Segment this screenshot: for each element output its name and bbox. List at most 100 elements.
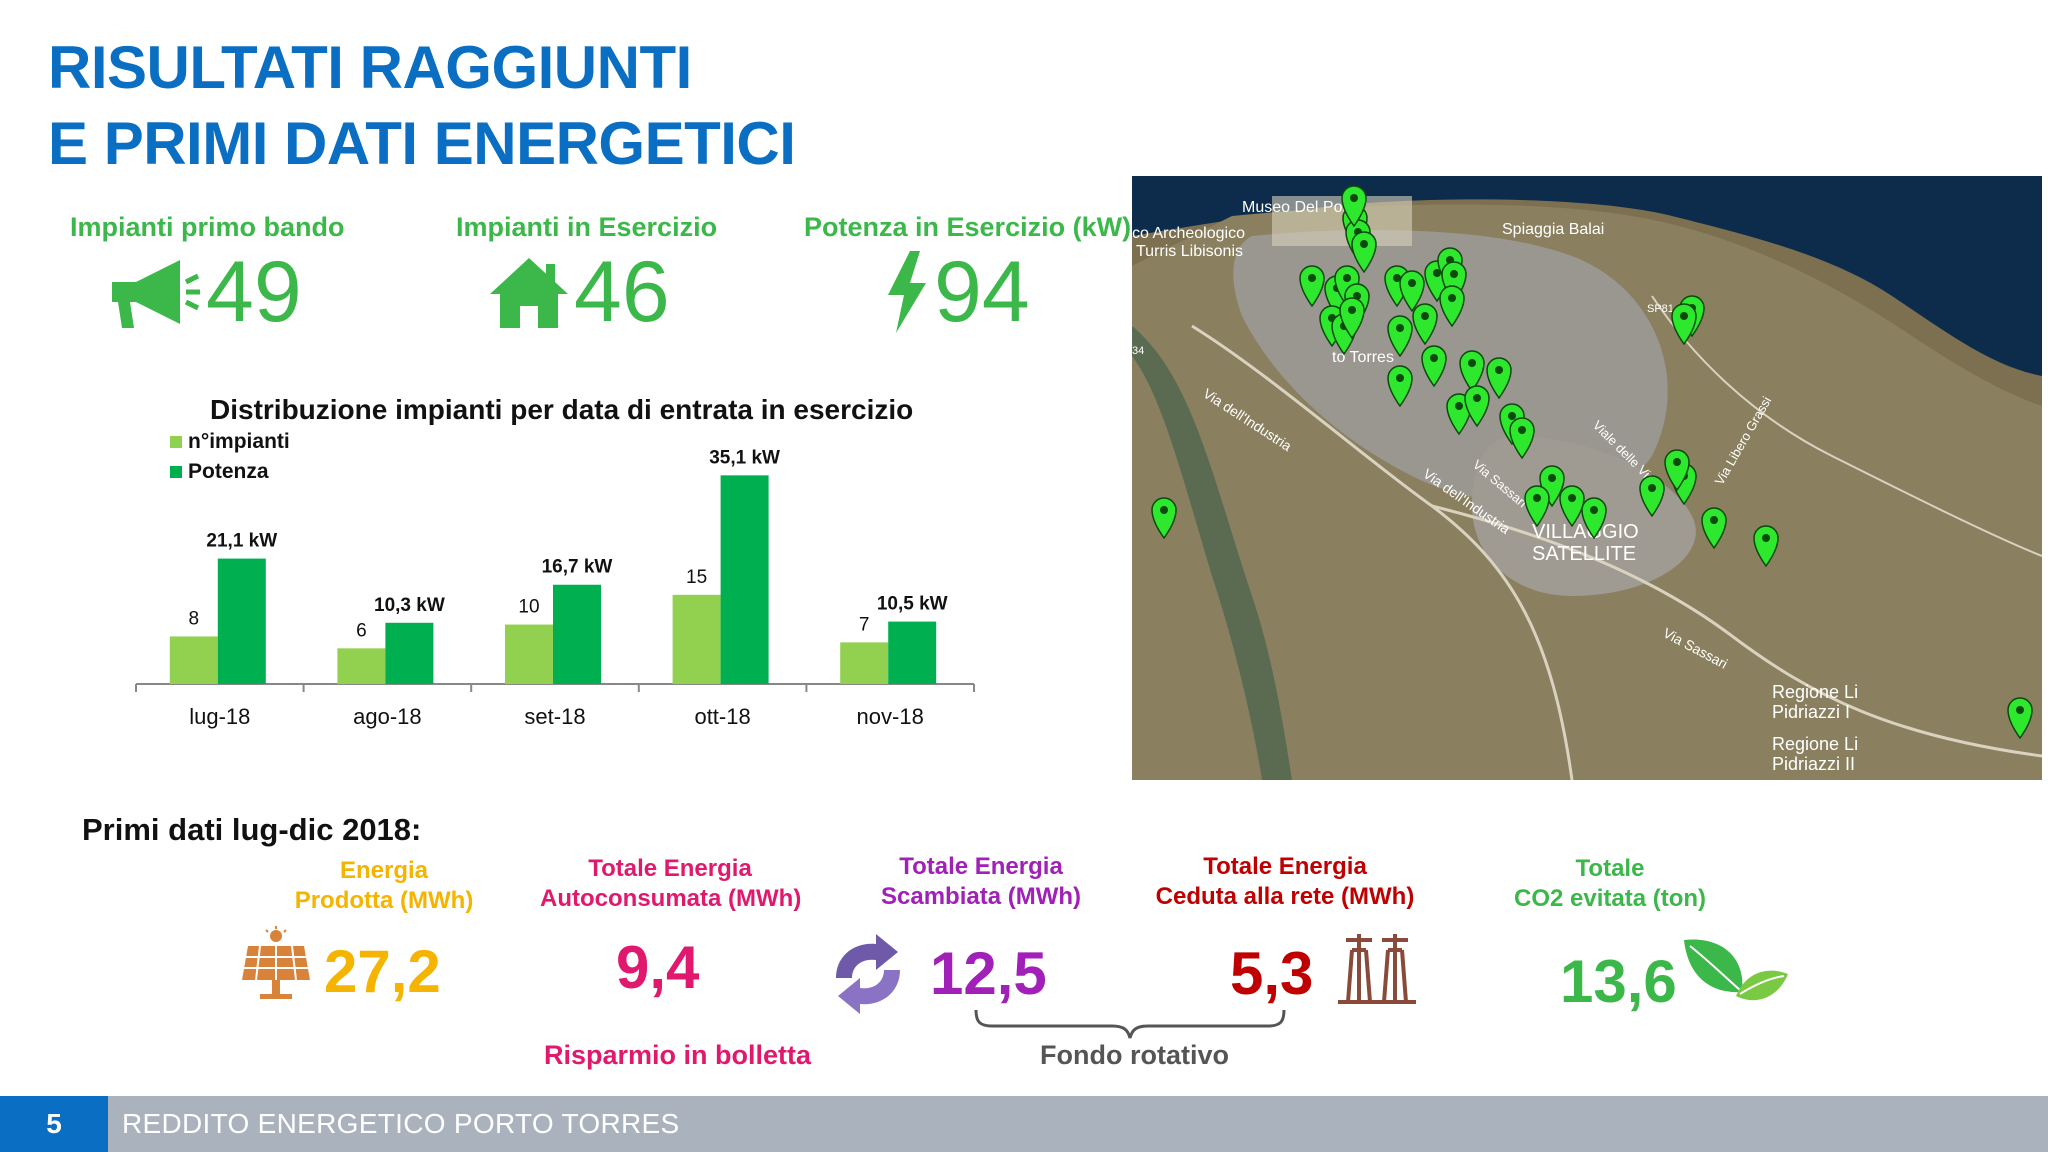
metric-value-autoconsumata: 9,4 bbox=[616, 934, 700, 1001]
metric-label-line1: Totale Energia bbox=[588, 855, 752, 882]
metric-label-scambiata: Totale Energia Scambiata (MWh) bbox=[866, 852, 1096, 912]
metric-label-energia-prodotta: Energia Prodotta (MWh) bbox=[274, 856, 494, 916]
map-pin-icon bbox=[1387, 365, 1413, 408]
map-pin-icon bbox=[1664, 449, 1690, 492]
bar-potenza bbox=[888, 621, 937, 684]
map-pin-dot bbox=[1433, 269, 1441, 277]
x-tick-label: set-18 bbox=[524, 704, 585, 729]
kpi-label: Impianti in Esercizio bbox=[456, 212, 718, 242]
x-tick-label: ott-18 bbox=[694, 704, 750, 729]
x-tick-label: ago-18 bbox=[353, 704, 422, 729]
fondo-bracket bbox=[974, 1009, 1286, 1039]
legend-label: Potenza bbox=[188, 460, 269, 483]
map-pin-icon bbox=[1701, 507, 1727, 550]
chart-title: Distribuzione impianti per data di entra… bbox=[210, 394, 914, 425]
map-pin-icon bbox=[1753, 525, 1779, 568]
map-pin-icon bbox=[1524, 485, 1550, 528]
section-title: Primi dati lug-dic 2018: bbox=[82, 812, 422, 847]
bar-potenza bbox=[720, 475, 769, 684]
exchange-arrows-icon bbox=[836, 934, 900, 1014]
map-pin-dot bbox=[1430, 354, 1438, 362]
data-label: 21,1 kW bbox=[206, 531, 277, 552]
bar-impianti bbox=[840, 642, 889, 684]
svg-text:VILLAGGIO: VILLAGGIO bbox=[1532, 521, 1639, 543]
bar-potenza bbox=[217, 558, 266, 684]
map-pin-icon bbox=[1464, 385, 1490, 428]
metric-label-line2: CO2 evitata (ton) bbox=[1513, 885, 1707, 912]
map-pin-dot bbox=[1548, 474, 1556, 482]
map-pin-dot bbox=[1495, 366, 1503, 374]
map-pin-dot bbox=[1680, 312, 1688, 320]
legend-label: n°impianti bbox=[188, 430, 290, 453]
metric-label-line2: Prodotta (MWh) bbox=[294, 887, 474, 914]
map-image: Museo Del Porto co Archeologico Turris L… bbox=[1132, 176, 2042, 780]
svg-text:to Torres: to Torres bbox=[1332, 349, 1394, 366]
map-pin-icon bbox=[1421, 345, 1447, 388]
map-pin-dot bbox=[1421, 312, 1429, 320]
legend-item-impianti: n°impianti bbox=[170, 430, 290, 454]
map-pins bbox=[1151, 185, 2033, 740]
legend-swatch bbox=[170, 466, 182, 478]
map-pin-icon bbox=[1387, 315, 1413, 358]
svg-text:Spiaggia Balai: Spiaggia Balai bbox=[1502, 221, 1604, 238]
map-pin-icon bbox=[1351, 231, 1377, 274]
map-pin-dot bbox=[1518, 426, 1526, 434]
map-pin-icon bbox=[1509, 417, 1535, 460]
map-pin-icon bbox=[1459, 350, 1485, 393]
solar-panel-icon bbox=[242, 926, 310, 999]
page-number: 5 bbox=[0, 1096, 108, 1152]
map-pin-icon bbox=[1299, 265, 1325, 308]
data-label: 6 bbox=[356, 620, 367, 641]
lightning-icon bbox=[888, 251, 926, 333]
metric-value-scambiata: 12,5 bbox=[930, 940, 1047, 1007]
map-pin-icon bbox=[1486, 357, 1512, 400]
map-pin-icon bbox=[1412, 303, 1438, 346]
map-pin-dot bbox=[1343, 274, 1351, 282]
map-pin-icon bbox=[1339, 297, 1365, 340]
metric-value-ceduta: 5,3 bbox=[1230, 940, 1314, 1007]
map-pin-icon bbox=[1439, 285, 1465, 328]
kpi-impianti-primo-bando: Impianti primo bando 49 bbox=[70, 212, 370, 337]
map-pin-dot bbox=[1673, 458, 1681, 466]
data-label: 7 bbox=[859, 614, 870, 635]
svg-text:Museo Del Porto: Museo Del Porto bbox=[1242, 199, 1361, 216]
map-pin-dot bbox=[1508, 412, 1516, 420]
data-label: 10 bbox=[518, 597, 539, 618]
map-pin-dot bbox=[1308, 274, 1316, 282]
map-pin-dot bbox=[2016, 706, 2024, 714]
data-label: 10,3 kW bbox=[374, 595, 445, 616]
svg-text:SP81: SP81 bbox=[1647, 303, 1674, 315]
power-pylon-icon bbox=[1338, 934, 1416, 1004]
svg-text:co Archeologico: co Archeologico bbox=[1132, 225, 1245, 242]
page-title: RISULTATI RAGGIUNTI E PRIMI DATI ENERGET… bbox=[48, 30, 796, 182]
x-tick-label: lug-18 bbox=[189, 704, 250, 729]
metric-label-line2: Autoconsumata (MWh) bbox=[540, 885, 802, 912]
svg-text:Regione Li: Regione Li bbox=[1772, 734, 1858, 754]
map-pin-dot bbox=[1350, 194, 1358, 202]
map-pin-icon bbox=[1341, 185, 1367, 228]
legend-swatch bbox=[170, 436, 182, 448]
map-pin-dot bbox=[1590, 506, 1598, 514]
kpi-value: 94 bbox=[934, 244, 1030, 340]
svg-text:Pidriazzi II: Pidriazzi II bbox=[1772, 754, 1855, 774]
svg-text:SATELLITE: SATELLITE bbox=[1532, 543, 1636, 565]
house-icon bbox=[490, 258, 568, 328]
metric-label-line2: Scambiata (MWh) bbox=[880, 883, 1081, 910]
map-pin-icon bbox=[1399, 270, 1425, 313]
kpi-label: Potenza in Esercizio (kW) bbox=[804, 212, 1132, 242]
data-label: 10,5 kW bbox=[877, 594, 948, 615]
metric-label-line1: Energia bbox=[339, 857, 429, 884]
svg-text:34: 34 bbox=[1132, 345, 1144, 357]
risparmio-label: Risparmio in bolletta bbox=[544, 1040, 812, 1070]
map-pin-icon bbox=[1151, 497, 1177, 540]
svg-text:Pidriazzi I: Pidriazzi I bbox=[1772, 702, 1850, 722]
data-label: 35,1 kW bbox=[709, 447, 780, 468]
bar-impianti bbox=[672, 594, 721, 684]
map-pin-dot bbox=[1762, 534, 1770, 542]
megaphone-icon bbox=[112, 260, 200, 328]
bar-impianti bbox=[337, 648, 386, 684]
map-pin-dot bbox=[1360, 240, 1368, 248]
metric-label-line1: Totale Energia bbox=[899, 853, 1063, 880]
chart-legend: n°impianti Potenza bbox=[170, 430, 290, 484]
